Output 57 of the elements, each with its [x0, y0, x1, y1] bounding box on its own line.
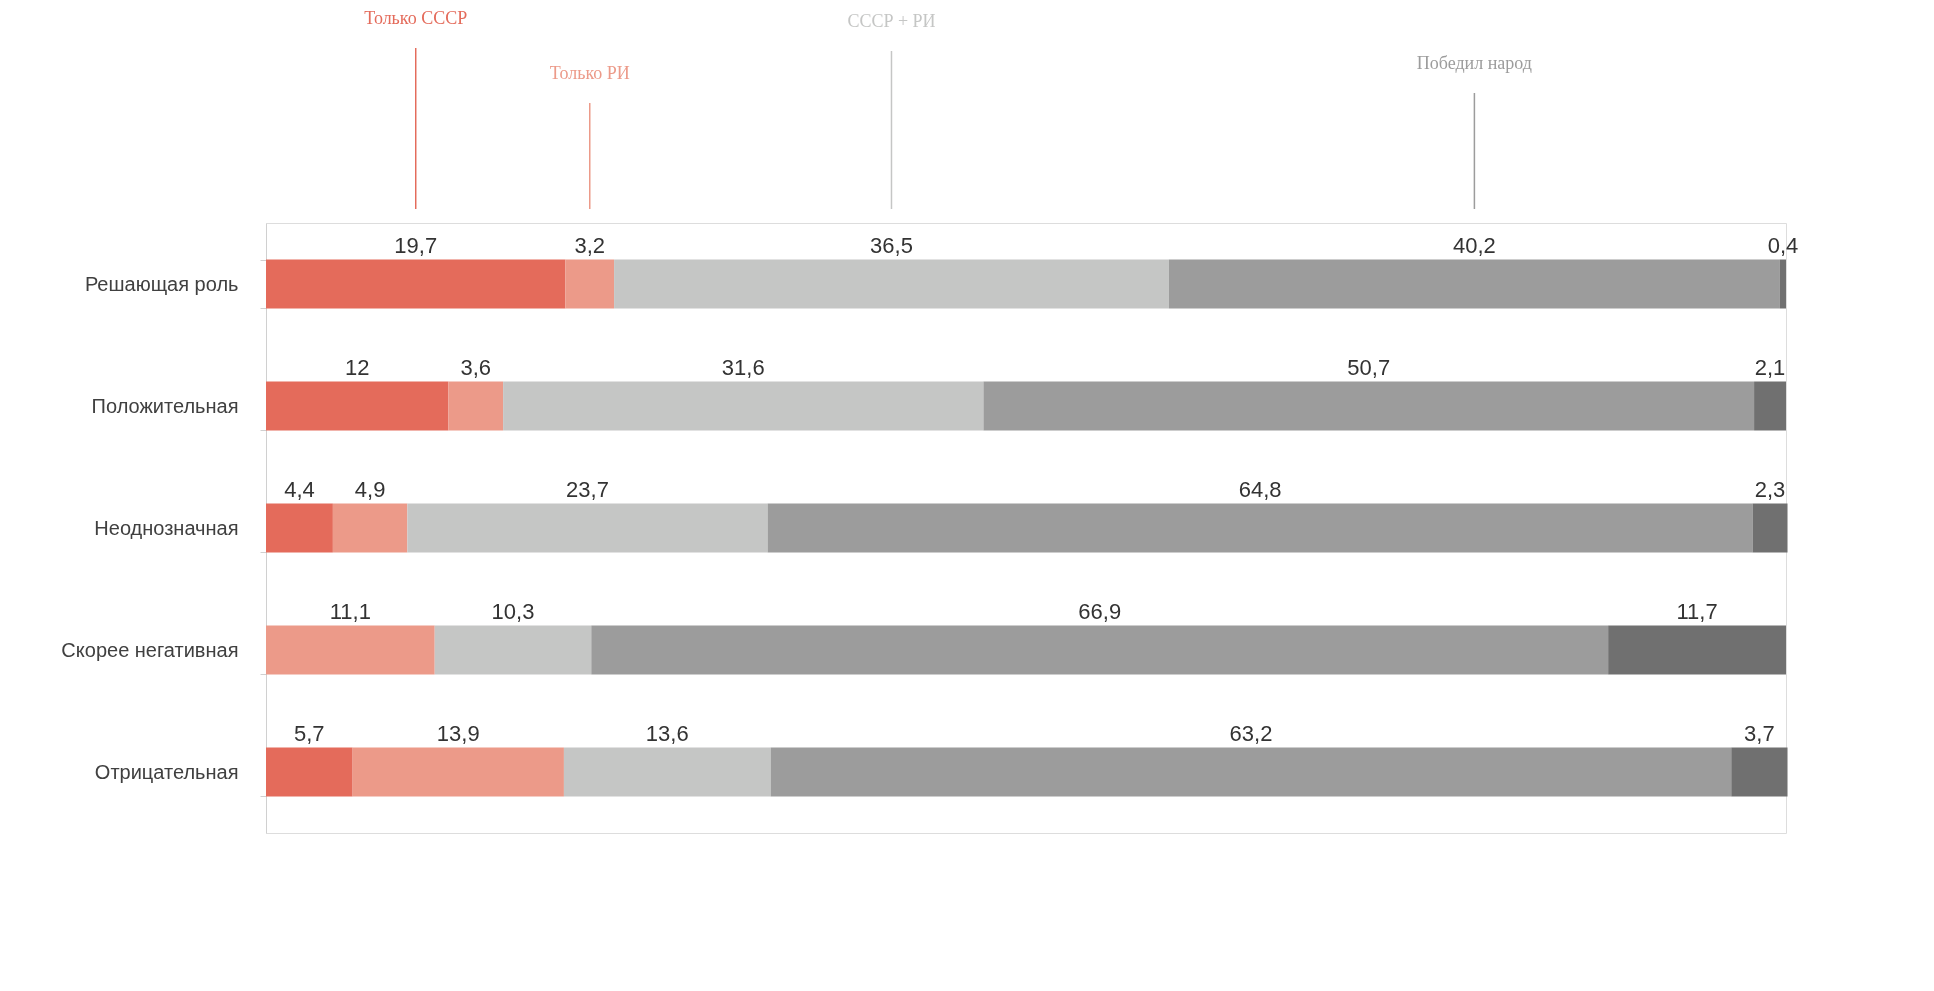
- bar: [407, 503, 768, 553]
- data-label: 23,7: [566, 477, 609, 502]
- data-label: 31,6: [721, 355, 765, 380]
- data-label: 50,7: [1347, 355, 1391, 380]
- data-label: 3,2: [574, 233, 606, 258]
- bar: [266, 747, 353, 797]
- data-label: 64,8: [1238, 477, 1282, 502]
- bar: [434, 625, 592, 675]
- bar: [767, 503, 1753, 553]
- text: СССР + РИ: [847, 11, 936, 31]
- bar: [983, 381, 1755, 431]
- bar: [266, 381, 449, 431]
- bar: [563, 747, 771, 797]
- bar: [266, 503, 333, 553]
- bar: [1779, 259, 1786, 309]
- data-label: 10,3: [491, 599, 535, 624]
- data-label: 0,4: [1767, 233, 1799, 258]
- y-tick-label: Отрицательная: [94, 760, 239, 783]
- data-label: 3,6: [460, 355, 492, 380]
- data-label: 40,2: [1452, 233, 1496, 258]
- text: Только СССР: [364, 8, 468, 28]
- y-tick-label: Скорее негативная: [61, 638, 239, 661]
- bar: [1731, 747, 1788, 797]
- data-label: 3,7: [1744, 721, 1775, 746]
- bar: [1754, 381, 1786, 431]
- data-label: 4,4: [284, 477, 315, 502]
- data-label: 13,9: [436, 721, 480, 746]
- data-label: 66,9: [1078, 599, 1122, 624]
- data-label: 2,3: [1754, 477, 1786, 502]
- data-label: 63,2: [1229, 721, 1273, 746]
- bar: [1608, 625, 1786, 675]
- data-label: 12: [344, 355, 370, 380]
- data-label: 11,1: [329, 599, 371, 624]
- data-label: 36,5: [870, 233, 913, 258]
- y-tick-label: Положительная: [91, 394, 239, 417]
- bar: [565, 259, 615, 309]
- y-tick-label: Неоднозначная: [94, 516, 239, 539]
- bar: [1752, 503, 1788, 553]
- data-label: 5,7: [294, 721, 325, 746]
- data-label: 2,1: [1754, 355, 1786, 380]
- bar: [770, 747, 1732, 797]
- bar: [266, 259, 566, 309]
- bar: [1168, 259, 1780, 309]
- y-tick-label: Решающая роль: [84, 272, 239, 295]
- bar: [266, 625, 435, 675]
- bar: [503, 381, 984, 431]
- data-label: 4,9: [354, 477, 386, 502]
- bar: [614, 259, 1169, 309]
- data-label: 19,7: [394, 233, 438, 258]
- bar: [448, 381, 504, 431]
- bar: [332, 503, 408, 553]
- data-label: 13,6: [645, 721, 689, 746]
- text: Победил народ: [1416, 53, 1533, 73]
- text: Только РИ: [549, 63, 630, 83]
- bar: [352, 747, 564, 797]
- data-label: 11,7: [1676, 599, 1718, 624]
- bar: [591, 625, 1609, 675]
